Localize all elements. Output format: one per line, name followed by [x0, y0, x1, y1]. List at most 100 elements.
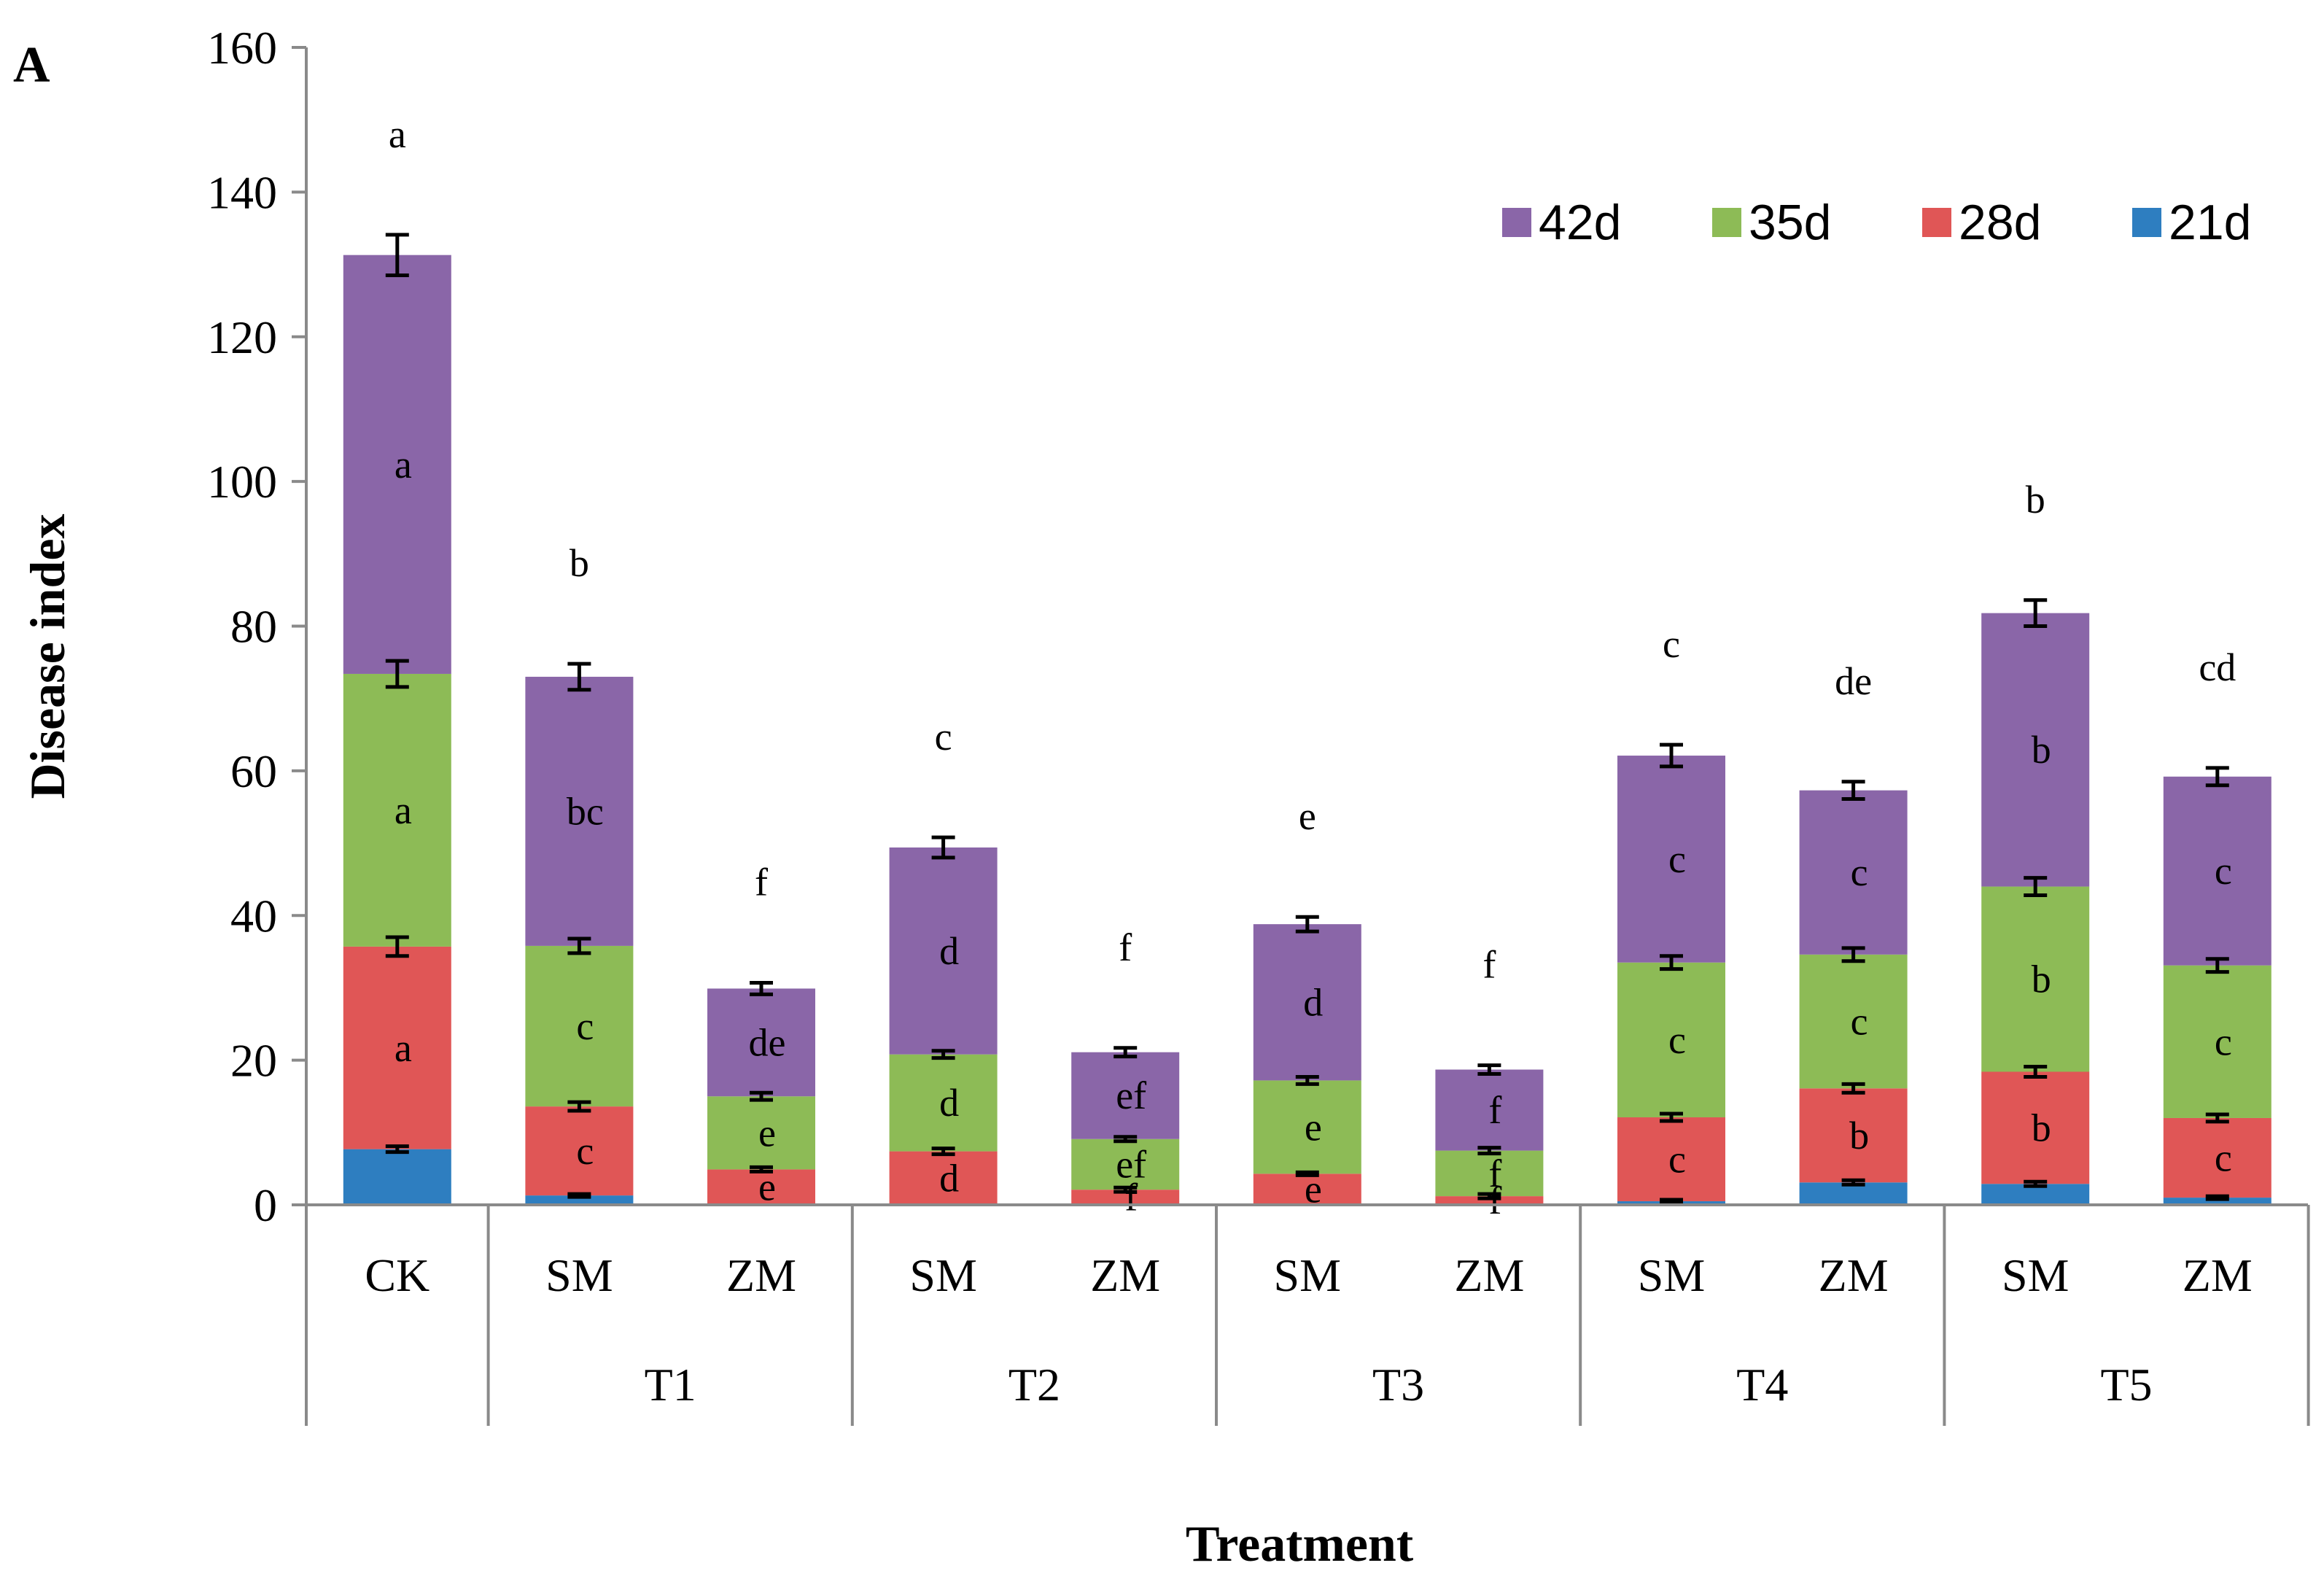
significance-letter-28d: d: [939, 1156, 959, 1200]
x-category-label: SM: [545, 1249, 613, 1301]
significance-letter-35d: ef: [1116, 1142, 1146, 1186]
bar-35d: [2163, 965, 2271, 1118]
y-tick-label: 160: [207, 22, 277, 74]
x-category-label: SM: [909, 1249, 977, 1301]
bar-42d: [1981, 613, 2090, 887]
significance-letter-28d: e: [758, 1165, 776, 1209]
significance-letter-28d: f: [1488, 1179, 1501, 1222]
y-axis-title: Disease index: [20, 514, 75, 799]
y-tick-label: 40: [230, 890, 277, 942]
significance-letter-top: de: [1835, 659, 1872, 703]
bar-35d: [1617, 962, 1725, 1117]
significance-letter-42d: ef: [1116, 1074, 1146, 1117]
y-tick-label: 0: [254, 1179, 277, 1231]
y-tick-label: 100: [207, 456, 277, 508]
legend-label-28d: 28d: [1959, 195, 2041, 250]
plot-area: 020406080100120140160aaaaccbcbeedefdddcf…: [207, 22, 2310, 1426]
significance-letter-42d: b: [2032, 728, 2051, 772]
bar-42d: [1253, 924, 1361, 1081]
significance-letter-35d: c: [1668, 1018, 1686, 1062]
significance-letter-top: b: [2026, 478, 2045, 521]
bar-28d: [2163, 1117, 2271, 1198]
x-category-label: SM: [2002, 1249, 2070, 1301]
bar-42d: [1435, 1069, 1544, 1151]
legend-swatch-35d: [1712, 208, 1741, 237]
bar-42d: [525, 676, 634, 946]
significance-letter-28d: c: [2215, 1136, 2232, 1180]
significance-letter-42d: bc: [567, 789, 604, 833]
bar-28d: [889, 1151, 998, 1205]
legend-swatch-21d: [2132, 208, 2161, 237]
significance-letter-top: f: [755, 860, 768, 904]
y-tick-label: 20: [230, 1035, 277, 1087]
significance-letter-28d: a: [395, 1026, 412, 1070]
significance-letter-35d: f: [1488, 1152, 1501, 1195]
significance-letter-35d: e: [758, 1111, 776, 1155]
significance-letter-42d: f: [1488, 1088, 1501, 1132]
legend-label-21d: 21d: [2169, 195, 2251, 250]
significance-letter-42d: d: [1303, 980, 1323, 1024]
x-group-label: T2: [1009, 1359, 1060, 1411]
significance-letter-35d: b: [2032, 958, 2051, 1001]
significance-letter-top: c: [935, 715, 952, 759]
bar-35d: [1799, 954, 1908, 1089]
significance-letter-42d: de: [749, 1020, 786, 1064]
significance-letter-top: f: [1482, 943, 1496, 987]
x-category-label: SM: [1638, 1249, 1706, 1301]
x-category-label: ZM: [726, 1249, 796, 1301]
x-category-label: ZM: [1090, 1249, 1160, 1301]
legend: 42d 35d 28d 21d: [1502, 195, 2251, 250]
bar-35d: [1071, 1138, 1180, 1190]
x-category-label: SM: [1274, 1249, 1342, 1301]
x-category-label: CK: [365, 1249, 430, 1301]
significance-letter-35d: a: [395, 788, 412, 832]
legend-swatch-28d: [1922, 208, 1951, 237]
significance-letter-42d: d: [939, 929, 959, 973]
x-group-label: T4: [1736, 1359, 1788, 1411]
y-tick-label: 80: [230, 601, 277, 653]
x-category-label: ZM: [1454, 1249, 1524, 1301]
y-tick-label: 60: [230, 745, 277, 797]
significance-letter-42d: c: [2215, 849, 2232, 893]
y-tick-label: 120: [207, 311, 277, 363]
x-group-label: T1: [645, 1359, 696, 1411]
significance-letter-42d: c: [1668, 837, 1686, 881]
bar-42d: [1617, 756, 1725, 963]
significance-letter-top: c: [1663, 622, 1680, 666]
bar-28d: [1435, 1196, 1544, 1205]
significance-letter-28d: c: [1668, 1138, 1686, 1182]
bar-35d: [889, 1054, 998, 1152]
bar-35d: [1981, 886, 2090, 1072]
bar-35d: [343, 673, 451, 947]
significance-letter-28d: e: [1305, 1168, 1322, 1211]
bar-42d: [707, 988, 815, 1097]
x-group-label: T5: [2100, 1359, 2152, 1411]
significance-letter-top: f: [1119, 926, 1132, 969]
significance-letter-35d: d: [939, 1081, 959, 1125]
significance-letter-35d: c: [1851, 1000, 1868, 1044]
significance-letter-28d: c: [576, 1129, 594, 1173]
bar-35d: [707, 1096, 815, 1170]
bar-42d: [343, 255, 451, 674]
bar-21d: [525, 1195, 634, 1205]
significance-letter-28d: b: [1849, 1114, 1869, 1157]
bar-35d: [1435, 1150, 1544, 1197]
panel-label: A: [13, 37, 50, 93]
significance-letter-top: a: [389, 112, 406, 156]
bar-28d: [1071, 1190, 1180, 1205]
significance-letter-35d: c: [2215, 1020, 2232, 1063]
bar-35d: [1253, 1080, 1361, 1174]
bar-42d: [1799, 790, 1908, 955]
bar-21d: [2163, 1198, 2271, 1205]
significance-letter-42d: a: [395, 443, 412, 486]
significance-letter-28d: b: [2032, 1106, 2051, 1149]
y-tick-label: 140: [207, 166, 277, 218]
legend-label-35d: 35d: [1749, 195, 1831, 250]
bar-28d: [525, 1106, 634, 1196]
bar-42d: [889, 847, 998, 1055]
legend-swatch-42d: [1502, 208, 1531, 237]
significance-letter-top: cd: [2199, 645, 2236, 689]
significance-letter-28d: f: [1124, 1176, 1138, 1219]
significance-letter-35d: c: [576, 1004, 594, 1048]
